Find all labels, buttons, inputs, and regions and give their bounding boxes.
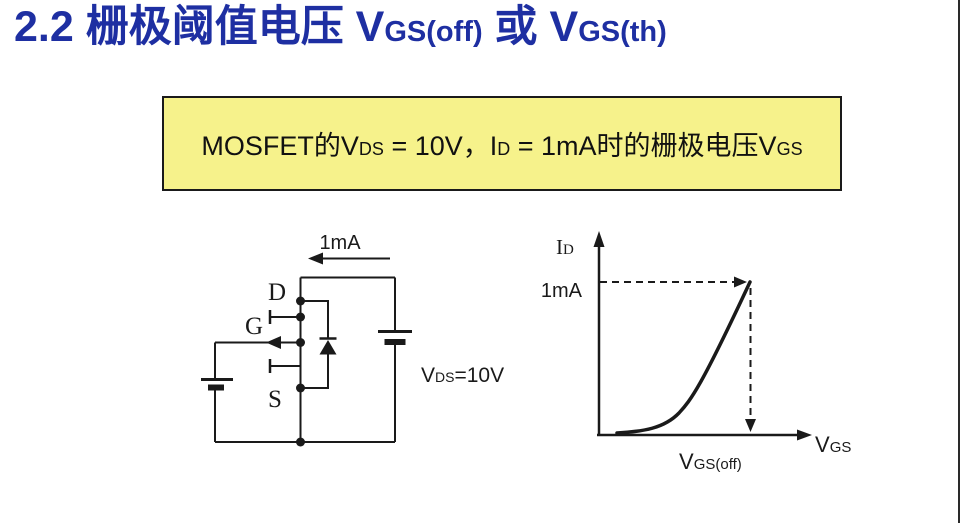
junction-dot-source-node <box>296 383 305 393</box>
y-axis-label-sub: D <box>563 242 574 258</box>
title-subscript-vgsth: GS(th) <box>578 16 667 48</box>
diode-triangle <box>319 340 337 355</box>
body-diode-branch <box>300 300 337 389</box>
junction-dot-drain-stub <box>296 312 305 322</box>
drain-terminal-label: D <box>268 279 286 306</box>
title-subscript-vgsoff: GS(off) <box>384 16 483 48</box>
x-ref-label-main: V <box>679 449 694 474</box>
diode-branch-upper-wire <box>300 300 329 338</box>
x-axis-label-main: V <box>815 432 830 457</box>
note-sub-gs: GS <box>776 139 803 159</box>
note-seg3: = 1mA时的栅极电压V <box>510 131 777 161</box>
x-axis-arrow-head <box>797 429 812 441</box>
x-ref-label-sub: GS(off) <box>694 456 742 473</box>
page-title: 2.2 栅极阈值电压 VGS(off) 或 VGS(th) <box>14 1 667 55</box>
right-edge-line <box>958 0 960 523</box>
transfer-curve-graph: ID 1mA VGS VGS(off) <box>541 231 851 474</box>
mosfet-arrow-head <box>266 336 281 349</box>
note-seg1: MOSFET的V <box>201 131 359 161</box>
mosfet-test-circuit: 1mA <box>201 232 504 447</box>
diode-branch-lower-wire <box>300 354 329 389</box>
gate-terminal-label: G <box>245 313 263 340</box>
x-axis-label-sub: GS <box>830 439 852 456</box>
definition-callout-box: MOSFET的VDS = 10V，ID = 1mA时的栅极电压VGS <box>162 96 842 191</box>
x-axis-label: VGS <box>815 432 851 457</box>
id-vgs-curve <box>615 280 752 435</box>
vds-label-v: V <box>421 364 435 387</box>
junction-dot-drain-node <box>296 296 305 306</box>
junction-dot-bottom <box>296 437 305 447</box>
y-axis-arrow-head <box>593 231 605 247</box>
x-ref-label-vgsoff: VGS(off) <box>679 449 742 474</box>
y-axis-label: ID <box>556 235 574 259</box>
vds-label-sub: DS <box>435 369 454 385</box>
note-sub-d: D <box>497 139 511 159</box>
title-or: 或 V <box>482 3 579 51</box>
vds-label-value: =10V <box>454 364 504 387</box>
mosfet-symbol <box>215 310 301 373</box>
vds-label: VDS=10V <box>421 364 504 387</box>
note-sub-ds: DS <box>358 139 384 159</box>
note-seg2: = 10V，I <box>383 131 498 161</box>
y-axis-label-main: I <box>556 235 563 259</box>
definition-text: MOSFET的VDS = 10V，ID = 1mA时的栅极电压VGS <box>201 124 802 163</box>
y-ref-label-1mA: 1mA <box>541 280 583 302</box>
current-arrow-head-left <box>308 252 323 265</box>
source-terminal-label: S <box>268 386 282 413</box>
title-text: 2.2 栅极阈值电压 V <box>14 3 385 51</box>
junction-dot-middle-stub <box>296 338 305 347</box>
guide-arrow-down <box>745 419 756 432</box>
current-label: 1mA <box>319 232 361 254</box>
guide-arrow-right <box>734 276 747 288</box>
